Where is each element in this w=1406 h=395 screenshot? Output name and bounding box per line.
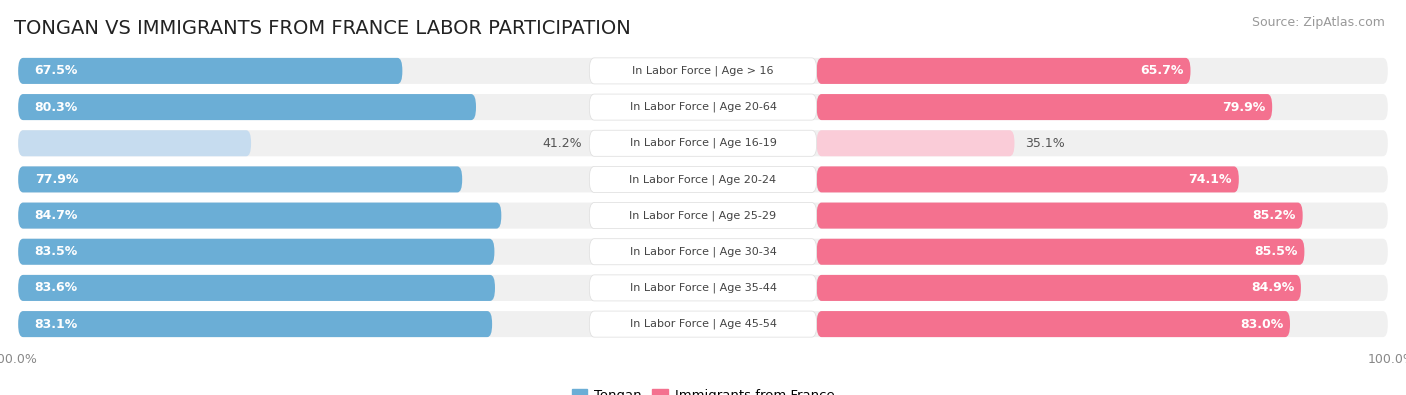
Text: In Labor Force | Age 45-54: In Labor Force | Age 45-54 xyxy=(630,319,776,329)
Text: 41.2%: 41.2% xyxy=(543,137,582,150)
FancyBboxPatch shape xyxy=(18,58,402,84)
Text: 79.9%: 79.9% xyxy=(1222,101,1265,114)
Text: 83.6%: 83.6% xyxy=(35,281,77,294)
Text: Source: ZipAtlas.com: Source: ZipAtlas.com xyxy=(1251,16,1385,29)
Text: In Labor Force | Age 20-24: In Labor Force | Age 20-24 xyxy=(630,174,776,185)
FancyBboxPatch shape xyxy=(18,275,495,301)
FancyBboxPatch shape xyxy=(589,94,817,120)
Text: In Labor Force | Age 16-19: In Labor Force | Age 16-19 xyxy=(630,138,776,149)
FancyBboxPatch shape xyxy=(817,166,1239,192)
FancyBboxPatch shape xyxy=(589,166,817,192)
FancyBboxPatch shape xyxy=(817,203,1303,229)
FancyBboxPatch shape xyxy=(18,311,492,337)
Text: 65.7%: 65.7% xyxy=(1140,64,1184,77)
FancyBboxPatch shape xyxy=(589,275,817,301)
FancyBboxPatch shape xyxy=(18,203,502,229)
Text: 77.9%: 77.9% xyxy=(35,173,79,186)
FancyBboxPatch shape xyxy=(18,130,1388,156)
FancyBboxPatch shape xyxy=(817,239,1305,265)
FancyBboxPatch shape xyxy=(18,94,1388,120)
FancyBboxPatch shape xyxy=(589,203,817,229)
FancyBboxPatch shape xyxy=(18,239,495,265)
FancyBboxPatch shape xyxy=(18,275,1388,301)
Text: 85.5%: 85.5% xyxy=(1254,245,1298,258)
FancyBboxPatch shape xyxy=(589,58,817,84)
Text: 80.3%: 80.3% xyxy=(35,101,77,114)
Text: 74.1%: 74.1% xyxy=(1188,173,1232,186)
Text: In Labor Force | Age 30-34: In Labor Force | Age 30-34 xyxy=(630,246,776,257)
Text: 84.9%: 84.9% xyxy=(1251,281,1294,294)
FancyBboxPatch shape xyxy=(589,239,817,265)
FancyBboxPatch shape xyxy=(18,94,477,120)
FancyBboxPatch shape xyxy=(18,239,1388,265)
Text: In Labor Force | Age 25-29: In Labor Force | Age 25-29 xyxy=(630,210,776,221)
FancyBboxPatch shape xyxy=(817,311,1291,337)
Text: TONGAN VS IMMIGRANTS FROM FRANCE LABOR PARTICIPATION: TONGAN VS IMMIGRANTS FROM FRANCE LABOR P… xyxy=(14,19,631,38)
FancyBboxPatch shape xyxy=(18,130,252,156)
Text: 83.1%: 83.1% xyxy=(35,318,77,331)
FancyBboxPatch shape xyxy=(817,130,1015,156)
Text: 84.7%: 84.7% xyxy=(35,209,79,222)
FancyBboxPatch shape xyxy=(817,58,1191,84)
Text: In Labor Force | Age 35-44: In Labor Force | Age 35-44 xyxy=(630,283,776,293)
Text: In Labor Force | Age 20-64: In Labor Force | Age 20-64 xyxy=(630,102,776,112)
FancyBboxPatch shape xyxy=(18,203,1388,229)
Text: In Labor Force | Age > 16: In Labor Force | Age > 16 xyxy=(633,66,773,76)
FancyBboxPatch shape xyxy=(18,166,1388,192)
FancyBboxPatch shape xyxy=(18,311,1388,337)
Text: 67.5%: 67.5% xyxy=(35,64,79,77)
FancyBboxPatch shape xyxy=(18,58,1388,84)
FancyBboxPatch shape xyxy=(817,275,1301,301)
FancyBboxPatch shape xyxy=(18,166,463,192)
Text: 35.1%: 35.1% xyxy=(1025,137,1066,150)
Text: 83.5%: 83.5% xyxy=(35,245,77,258)
Legend: Tongan, Immigrants from France: Tongan, Immigrants from France xyxy=(567,384,839,395)
Text: 83.0%: 83.0% xyxy=(1240,318,1284,331)
FancyBboxPatch shape xyxy=(589,130,817,156)
Text: 85.2%: 85.2% xyxy=(1253,209,1296,222)
FancyBboxPatch shape xyxy=(589,311,817,337)
FancyBboxPatch shape xyxy=(817,94,1272,120)
